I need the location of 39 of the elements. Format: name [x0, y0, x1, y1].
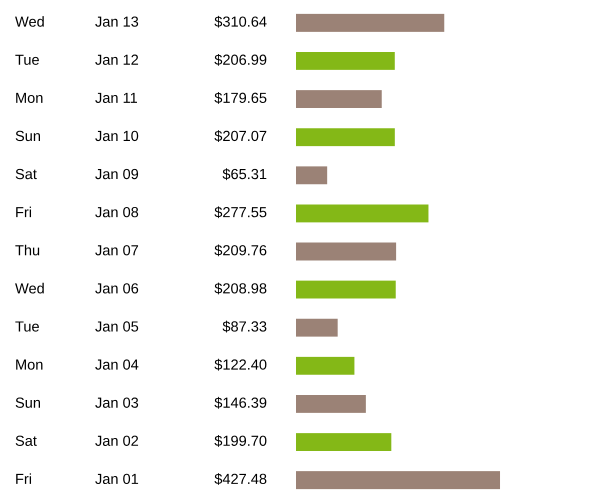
category-label: Fri Jan 01: [16, 473, 138, 484]
data-label: $277.55: [214, 206, 266, 218]
category-label: Sun Jan 03: [16, 398, 138, 408]
category-label: Fri Jan 08: [16, 206, 138, 218]
bar: [296, 52, 395, 70]
data-label: $208.98: [214, 282, 266, 294]
bar: [296, 166, 328, 184]
data-label: $65.31: [222, 168, 266, 180]
bar: [296, 318, 338, 337]
category-label: Sat Jan 02: [16, 436, 138, 446]
bar: [296, 204, 428, 222]
data-label: $199.70: [214, 435, 266, 447]
bar: [296, 356, 354, 375]
data-label: $146.39: [214, 396, 266, 409]
data-label: $209.76: [214, 244, 266, 256]
bar: [296, 433, 392, 451]
category-label: Wed Jan 13: [15, 16, 138, 27]
data-label: $206.99: [214, 54, 266, 66]
category-label: Tue Jan 12: [15, 54, 138, 65]
bar: [296, 14, 444, 32]
category-label: Mon Jan 11: [16, 92, 137, 103]
bar: [296, 128, 395, 146]
data-label: $87.33: [222, 320, 266, 332]
category-label: Sat Jan 09: [16, 168, 138, 180]
category-label: Tue Jan 05: [15, 321, 138, 332]
data-label: $207.07: [214, 130, 266, 142]
data-label: $310.64: [214, 16, 267, 28]
category-label: Wed Jan 06: [15, 282, 138, 294]
bar: [296, 394, 366, 413]
category-label: Thu Jan 07: [15, 244, 138, 256]
data-label: $427.48: [214, 473, 266, 485]
bar: [296, 242, 396, 260]
bar: [296, 90, 382, 108]
bar: [296, 280, 396, 299]
category-label: Mon Jan 04: [16, 359, 138, 370]
bar: [296, 471, 500, 490]
data-label: $122.40: [214, 358, 266, 371]
category-label: Sun Jan 10: [16, 130, 138, 142]
data-label: $179.65: [214, 92, 266, 104]
